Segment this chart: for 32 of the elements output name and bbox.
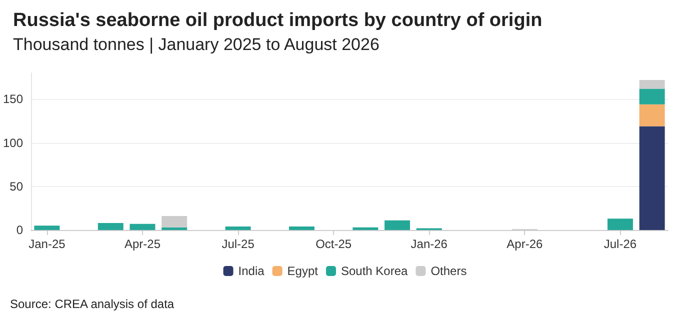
chart-subtitle: Thousand tonnes | January 2025 to August 2026	[13, 35, 380, 54]
bar	[639, 88, 665, 104]
x-tick-label: Apr-26	[506, 237, 544, 251]
bar	[162, 216, 188, 228]
bar	[130, 224, 156, 230]
x-tick-label: Jul-25	[222, 237, 255, 251]
bar	[639, 126, 665, 230]
bar	[639, 80, 665, 89]
legend-label: India	[238, 264, 265, 278]
x-tick-label: Jul-26	[604, 237, 637, 251]
legend-label: South Korea	[340, 264, 408, 278]
bar	[289, 226, 314, 230]
bar	[639, 104, 665, 126]
legend-label: Others	[430, 264, 467, 278]
legend-label: Egypt	[287, 264, 319, 278]
bar	[384, 220, 410, 230]
bar	[225, 226, 251, 230]
bar	[352, 227, 378, 230]
y-tick-label: 100	[2, 136, 24, 150]
bar	[162, 227, 188, 230]
bar	[607, 218, 633, 230]
x-tick-label: Apr-25	[124, 237, 161, 251]
x-tick-label: Oct-25	[316, 237, 352, 251]
y-tick-label: 0	[16, 223, 24, 237]
y-tick-label: 150	[2, 92, 24, 106]
x-tick-label: Jan-25	[28, 237, 66, 251]
bar	[98, 223, 124, 230]
y-tick-label: 50	[10, 179, 24, 194]
source-note: Source: CREA analysis of data	[10, 297, 174, 311]
chart-title: Russia's seaborne oil product imports by country of origin	[13, 10, 542, 31]
bar	[34, 226, 60, 230]
x-tick-label: Jan-26	[410, 237, 448, 251]
